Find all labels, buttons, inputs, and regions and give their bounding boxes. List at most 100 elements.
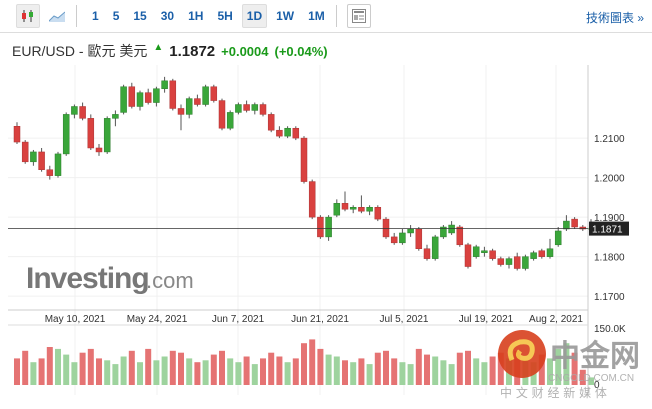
volume-bar — [243, 356, 250, 385]
volume-bar — [424, 354, 430, 385]
candle — [448, 221, 455, 235]
candle — [292, 126, 300, 141]
candle — [464, 242, 472, 269]
candle — [267, 112, 275, 133]
candlestick-icon[interactable] — [16, 4, 40, 28]
interval-1d[interactable]: 1D — [241, 4, 268, 28]
up-arrow-icon: ▲ — [153, 42, 164, 53]
volume-bar — [137, 362, 143, 385]
interval-1w[interactable]: 1W — [276, 9, 295, 23]
candle-body — [415, 228, 423, 249]
candle — [374, 205, 382, 222]
candle — [300, 136, 308, 184]
candle — [177, 104, 185, 131]
x-tick-label: Jun 7, 2021 — [212, 314, 265, 325]
candle — [415, 227, 423, 251]
y-tick-label: 1.1900 — [594, 213, 625, 224]
candle — [243, 100, 250, 113]
candle-body — [202, 86, 209, 105]
candle-body — [538, 250, 546, 257]
candle — [46, 165, 54, 180]
volume-bar — [120, 356, 127, 385]
candle — [554, 227, 562, 247]
candle-body — [456, 226, 464, 246]
candle — [358, 195, 365, 214]
candle-body — [251, 104, 259, 111]
interval-1m[interactable]: 1M — [308, 9, 325, 23]
technical-chart-link[interactable]: 技術圖表 » — [585, 11, 644, 25]
candle — [571, 217, 578, 229]
investing-logo: Investing — [26, 262, 149, 295]
candle — [185, 96, 193, 119]
volume-max-label: 150.0K — [594, 324, 626, 335]
volume-bar — [87, 348, 94, 385]
candle-body — [243, 104, 250, 111]
candle — [194, 94, 201, 107]
volume-bar — [579, 369, 586, 385]
volume-bar — [571, 352, 578, 385]
candle — [226, 110, 234, 131]
candle — [325, 215, 332, 241]
volume-bar — [268, 352, 275, 385]
interval-30[interactable]: 30 — [160, 9, 175, 23]
candle — [382, 217, 390, 239]
volume-bar — [399, 362, 406, 385]
volume-bar — [383, 350, 389, 385]
volume-bar — [210, 354, 217, 385]
candle — [284, 126, 291, 139]
volume-bar — [260, 358, 266, 385]
candle — [79, 102, 86, 121]
candle — [546, 238, 554, 259]
volume-bar — [227, 358, 234, 385]
candle-body — [79, 106, 86, 119]
candle-body — [358, 207, 365, 212]
volume-bar — [276, 356, 283, 385]
interval-5[interactable]: 5 — [112, 9, 120, 23]
candle-body — [46, 169, 54, 176]
candle — [128, 82, 136, 109]
candle — [120, 84, 127, 115]
candle — [62, 112, 70, 156]
volume-bar — [292, 358, 299, 385]
candle — [423, 244, 431, 261]
candle — [497, 256, 505, 267]
volume-bar — [342, 360, 348, 385]
interval-1h[interactable]: 1H — [188, 9, 204, 23]
volume-bar — [374, 352, 381, 385]
candle-body — [481, 250, 488, 253]
candle-body — [276, 129, 283, 137]
current-price-tag — [589, 221, 629, 236]
candle — [103, 116, 111, 154]
candle — [390, 232, 398, 245]
price-change-percent: (+0.04%) — [274, 44, 328, 59]
volume-bar — [309, 339, 316, 385]
candle — [21, 140, 29, 164]
candle-body — [472, 246, 480, 257]
candle-body — [169, 80, 177, 109]
cngold-logo-icon — [498, 330, 546, 378]
candle-body — [366, 207, 373, 212]
candle — [579, 225, 587, 231]
candle-body — [284, 127, 291, 137]
interval-1[interactable]: 1 — [92, 9, 99, 23]
candle-body — [161, 80, 168, 89]
volume-bar — [366, 364, 373, 385]
interval-15[interactable]: 15 — [133, 9, 147, 23]
candle-body — [554, 230, 562, 246]
volume-bar — [194, 362, 201, 385]
candle — [259, 102, 267, 117]
candle-body — [30, 151, 37, 163]
interval-5h[interactable]: 5H — [217, 9, 233, 23]
x-tick-label: Jul 5, 2021 — [380, 314, 429, 325]
area-chart-icon[interactable] — [44, 4, 70, 28]
volume-zero-label: 0 — [594, 380, 600, 391]
candle-body — [571, 218, 578, 228]
candle — [317, 215, 324, 239]
candle-body — [38, 151, 45, 170]
candle — [538, 248, 546, 259]
candle-body — [87, 118, 95, 149]
candle — [169, 78, 177, 111]
volume-bar — [407, 364, 414, 385]
news-layout-icon[interactable] — [346, 4, 371, 28]
